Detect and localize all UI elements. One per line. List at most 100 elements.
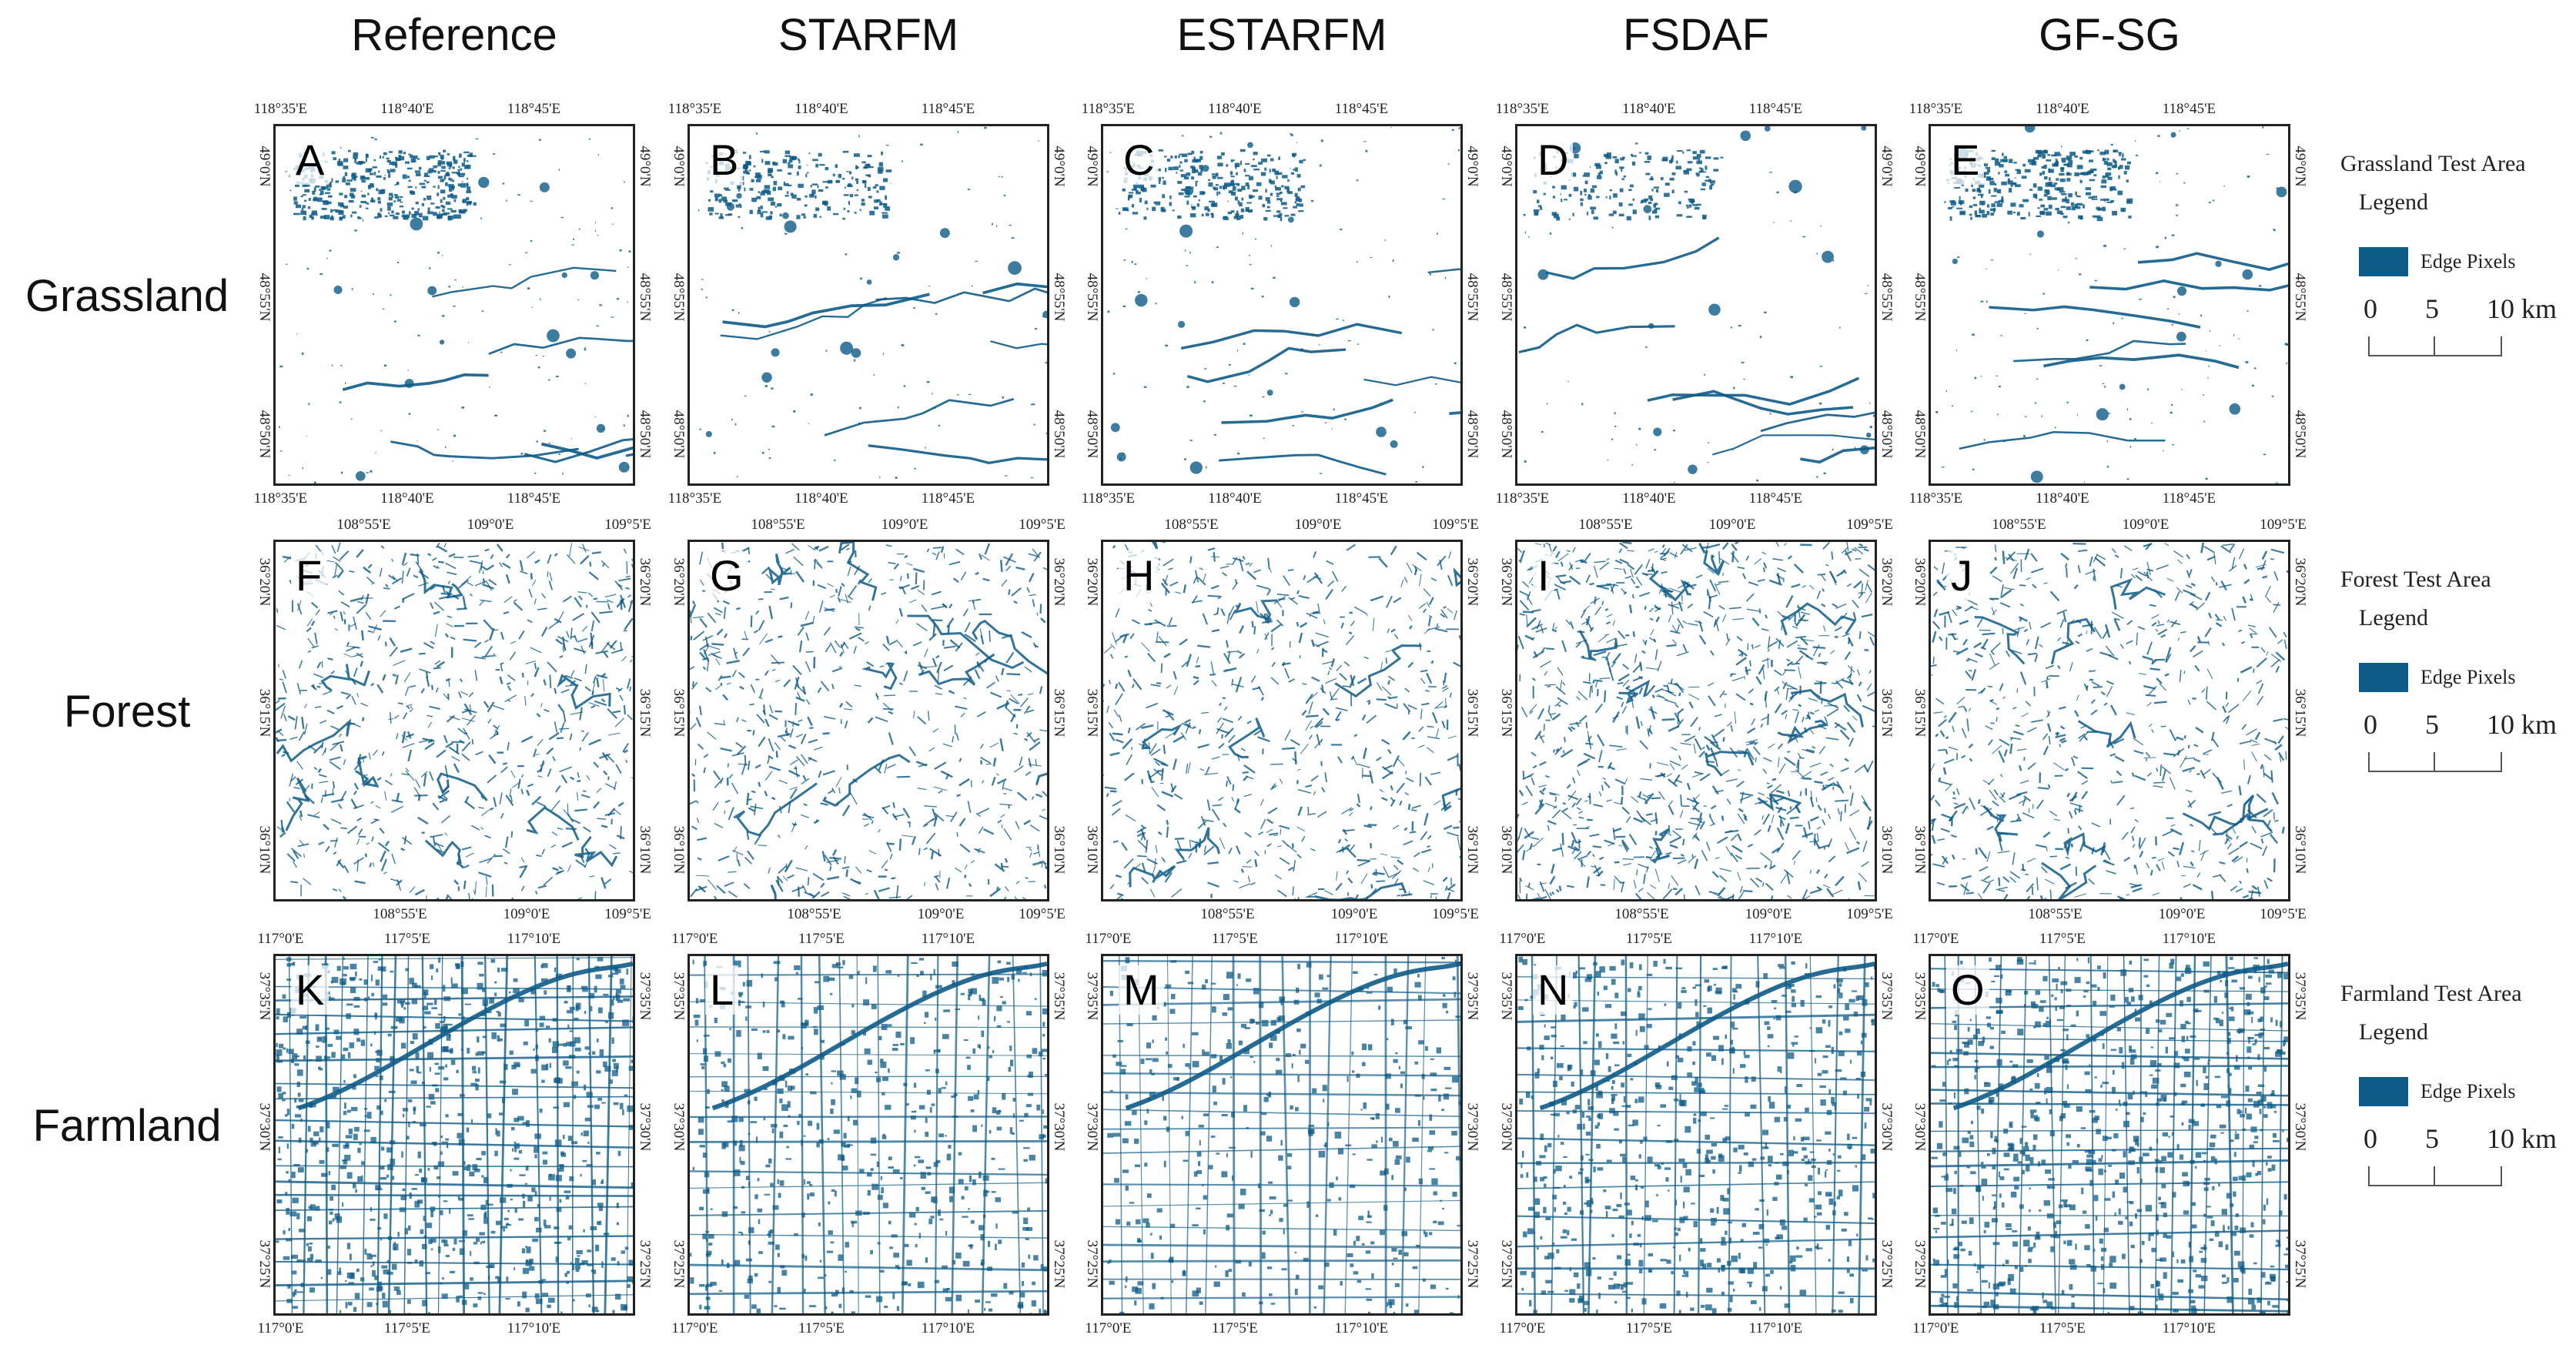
longitude-tick-bottom: 118°40'E <box>1208 490 1262 507</box>
longitude-tick-bottom: 109°0'E <box>503 906 550 922</box>
longitude-tick-top: 118°40'E <box>2036 101 2089 117</box>
column-title-gf-sg: GF-SG <box>2039 10 2180 60</box>
latitude-tick-left: 49°0'N <box>1084 146 1100 188</box>
longitude-tick-bottom: 108°55'E <box>373 906 427 922</box>
longitude-tick-bottom: 117°10'E <box>507 1320 561 1336</box>
latitude-tick-left: 48°55'N <box>1912 273 1928 321</box>
longitude-tick-bottom: 117°5'E <box>1211 1320 1258 1336</box>
longitude-tick-top: 109°5'E <box>2260 517 2307 533</box>
longitude-tick-top: 109°0'E <box>2122 517 2170 533</box>
longitude-tick-bottom: 118°40'E <box>380 490 434 507</box>
latitude-tick-left: 36°20'N <box>671 558 687 607</box>
latitude-tick-right: 36°20'N <box>637 558 653 607</box>
panel-letter: F <box>291 551 327 600</box>
latitude-tick-right: 36°15'N <box>1051 688 1067 737</box>
latitude-tick-right: 48°55'N <box>1464 273 1480 321</box>
longitude-tick-bottom: 118°40'E <box>1622 490 1676 507</box>
latitude-tick-right: 36°10'N <box>1878 825 1895 875</box>
latitude-tick-right: 37°25'N <box>1464 1239 1480 1289</box>
panel-letter: G <box>705 551 748 600</box>
longitude-tick-bottom: 118°45'E <box>2162 490 2216 507</box>
latitude-tick-left: 37°35'N <box>1912 972 1928 1021</box>
latitude-tick-left: 48°55'N <box>671 273 687 321</box>
latitude-tick-right: 37°30'N <box>1051 1102 1067 1151</box>
edge-pixel-map <box>1935 126 2288 483</box>
longitude-tick-bottom: 117°10'E <box>2162 1320 2216 1336</box>
latitude-tick-right: 36°20'N <box>1878 558 1895 607</box>
latitude-tick-right: 48°55'N <box>637 273 653 321</box>
scale-bar-line <box>2368 336 2502 356</box>
scale-label: 0 <box>2364 1123 2377 1154</box>
latitude-tick-right: 37°35'N <box>1878 972 1895 1021</box>
longitude-tick-bottom: 117°5'E <box>383 1320 430 1336</box>
longitude-tick-top: 117°0'E <box>1912 931 1959 947</box>
latitude-tick-right: 36°15'N <box>2292 688 2308 737</box>
longitude-tick-top: 117°5'E <box>383 931 430 947</box>
longitude-tick-top: 117°5'E <box>1625 931 1672 947</box>
latitude-tick-left: 48°50'N <box>1912 410 1928 459</box>
scale-label: 0 <box>2364 709 2377 740</box>
latitude-tick-right: 36°10'N <box>1051 825 1067 875</box>
longitude-tick-bottom: 118°45'E <box>507 490 561 507</box>
panel-letter: M <box>1119 965 1164 1015</box>
map-panel-f: F <box>273 540 635 901</box>
latitude-tick-left: 37°25'N <box>671 1239 687 1289</box>
edge-pixel-map <box>1931 956 2288 1313</box>
latitude-tick-right: 48°50'N <box>2292 410 2308 459</box>
longitude-tick-top: 118°45'E <box>2162 101 2216 117</box>
panel-letter: N <box>1533 965 1574 1015</box>
legend-farmland: Farmland Test Area Legend Edge Pixels 0 5 10 … <box>2340 977 2571 1200</box>
latitude-tick-right: 37°30'N <box>2292 1102 2308 1151</box>
map-panel-j: J <box>1929 540 2290 901</box>
longitude-tick-top: 117°5'E <box>798 931 845 947</box>
latitude-tick-right: 48°55'N <box>2292 273 2308 321</box>
latitude-tick-left: 37°30'N <box>1498 1102 1514 1151</box>
latitude-tick-right: 36°20'N <box>2292 558 2308 607</box>
longitude-tick-bottom: 117°5'E <box>1625 1320 1672 1336</box>
scale-bar: 0 5 10 km <box>2340 293 2571 370</box>
map-panel-h: H <box>1101 540 1463 901</box>
latitude-tick-left: 36°10'N <box>1084 825 1100 875</box>
longitude-tick-top: 108°55'E <box>1164 517 1219 533</box>
scale-bar-midtick <box>2434 1166 2435 1185</box>
longitude-tick-bottom: 118°35'E <box>1909 490 1963 507</box>
scale-label: 10 km <box>2487 293 2558 324</box>
latitude-tick-left: 36°20'N <box>1084 558 1100 607</box>
map-panel-c: C <box>1101 124 1463 486</box>
edge-pixels-swatch <box>2359 1077 2408 1106</box>
latitude-tick-left: 48°50'N <box>1084 410 1100 459</box>
latitude-tick-left: 36°10'N <box>256 825 273 875</box>
map-panel-a: A <box>273 124 635 486</box>
map-panel-m: M <box>1101 954 1463 1316</box>
longitude-tick-top: 108°55'E <box>1992 517 2046 533</box>
edge-pixel-map <box>1931 542 2288 899</box>
edge-pixels-label: Edge Pixels <box>2420 1080 2516 1102</box>
longitude-tick-top: 118°40'E <box>1622 101 1676 117</box>
edge-pixel-map <box>690 956 1047 1313</box>
longitude-tick-top: 118°35'E <box>667 101 722 117</box>
latitude-tick-left: 49°0'N <box>1912 146 1928 188</box>
longitude-tick-bottom: 117°10'E <box>1748 1320 1803 1336</box>
longitude-tick-bottom: 118°35'E <box>253 490 308 507</box>
longitude-tick-top: 109°0'E <box>467 517 514 533</box>
legend-heading: Legend <box>2359 1019 2428 1045</box>
longitude-tick-bottom: 109°0'E <box>2158 906 2206 922</box>
longitude-tick-top: 117°0'E <box>1499 931 1546 947</box>
longitude-tick-bottom: 117°5'E <box>2039 1320 2086 1336</box>
longitude-tick-bottom: 117°0'E <box>1912 1320 1959 1336</box>
scale-label: 5 <box>2425 1123 2439 1154</box>
longitude-tick-top: 108°55'E <box>1578 517 1633 533</box>
row-label-farmland: Farmland <box>32 1101 222 1151</box>
latitude-tick-left: 37°35'N <box>1498 972 1514 1021</box>
legend-item: Edge Pixels <box>2340 1071 2571 1109</box>
panel-letter: O <box>1946 965 1989 1015</box>
latitude-tick-right: 37°35'N <box>637 972 653 1021</box>
latitude-tick-left: 37°35'N <box>256 972 273 1021</box>
map-panel-o: O <box>1929 954 2290 1316</box>
latitude-tick-right: 36°15'N <box>1878 688 1895 737</box>
scale-label: 10 km <box>2487 1123 2558 1154</box>
legend-heading: Legend <box>2359 189 2428 215</box>
longitude-tick-top: 109°5'E <box>604 517 651 533</box>
latitude-tick-left: 49°0'N <box>1498 146 1514 188</box>
scale-label: 0 <box>2364 293 2377 324</box>
